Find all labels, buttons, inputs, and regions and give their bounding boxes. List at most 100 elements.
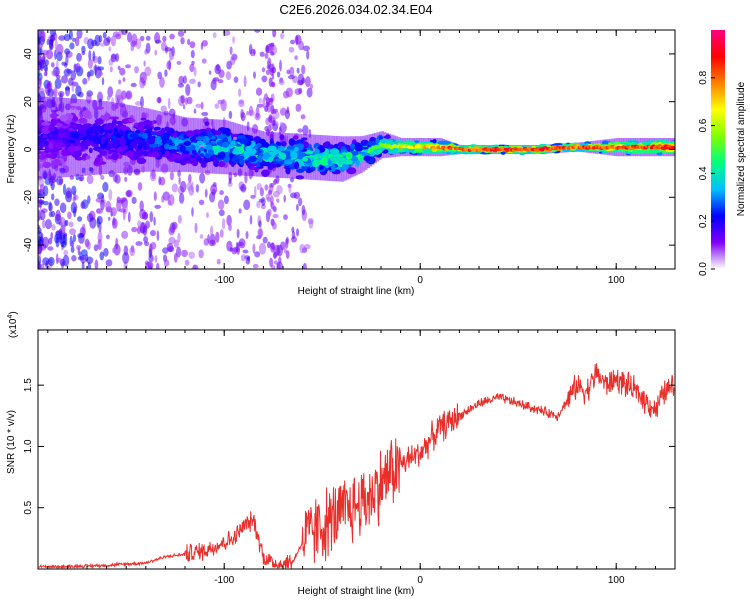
ridge-blob — [323, 144, 333, 149]
ridge-core — [491, 146, 496, 150]
noise-speckle — [65, 187, 72, 199]
snr-series-line — [38, 363, 675, 569]
noise-speckle — [267, 208, 272, 217]
noise-speckle — [219, 190, 225, 196]
spectrogram-y-tick-label: -40 — [23, 237, 34, 252]
noise-speckle — [99, 251, 105, 261]
noise-speckle — [285, 238, 289, 249]
ridge-blob — [85, 141, 92, 147]
ridge-blob — [61, 149, 69, 157]
noise-speckle — [256, 103, 264, 108]
ridge-blob — [354, 144, 364, 152]
noise-speckle — [121, 230, 129, 239]
ridge-blob — [151, 151, 159, 158]
ridge-blob — [417, 152, 423, 155]
noise-speckle — [225, 71, 232, 81]
noise-speckle — [155, 262, 160, 269]
noise-speckle — [210, 79, 217, 91]
noise-speckle — [270, 242, 275, 250]
noise-speckle — [229, 46, 233, 55]
noise-speckle — [48, 211, 53, 218]
noise-speckle — [201, 58, 207, 64]
ridge-blob — [76, 126, 84, 131]
noise-speckle — [61, 75, 68, 84]
ridge-blob — [361, 152, 371, 157]
ridge-blob — [205, 144, 213, 152]
noise-speckle — [38, 230, 41, 235]
ridge-blob — [352, 150, 359, 156]
ridge-blob — [238, 155, 245, 160]
ridge-blob — [70, 121, 75, 126]
noise-speckle — [101, 201, 106, 208]
noise-speckle — [223, 30, 231, 36]
noise-speckle — [64, 48, 70, 55]
noise-speckle — [171, 183, 178, 193]
noise-speckle — [301, 64, 306, 75]
noise-speckle — [100, 175, 105, 180]
ridge-blob — [121, 118, 129, 125]
noise-speckle — [294, 88, 302, 95]
noise-speckle — [208, 70, 212, 75]
ridge-blob — [230, 141, 236, 146]
noise-speckle — [264, 93, 268, 101]
ridge-blob — [292, 135, 299, 140]
noise-speckle — [197, 81, 201, 88]
ridge-blob — [88, 147, 93, 154]
noise-speckle — [249, 214, 253, 225]
noise-speckle — [38, 55, 43, 66]
ridge-blob — [341, 163, 349, 170]
ridge-blob — [345, 152, 353, 160]
noise-speckle — [47, 256, 55, 267]
noise-speckle — [265, 45, 270, 54]
ridge-blob — [267, 145, 277, 152]
ridge-blob — [72, 115, 79, 122]
noise-speckle — [243, 199, 251, 211]
ridge-blob — [649, 149, 663, 153]
noise-speckle — [276, 71, 281, 78]
noise-speckle — [302, 125, 309, 136]
ridge-blob — [51, 158, 61, 166]
noise-speckle — [212, 32, 217, 39]
ridge-blob — [164, 127, 171, 132]
noise-speckle — [119, 67, 126, 76]
noise-speckle — [223, 195, 229, 205]
noise-speckle — [87, 38, 94, 50]
noise-speckle — [173, 252, 178, 263]
ridge-blob — [337, 157, 347, 165]
noise-speckle — [279, 59, 282, 72]
noise-speckle — [149, 211, 154, 223]
noise-speckle — [44, 59, 49, 67]
noise-speckle — [302, 262, 307, 269]
ridge-blob — [173, 158, 183, 163]
spectrogram-y-tick-label: 40 — [23, 48, 34, 60]
noise-speckle — [184, 259, 190, 266]
noise-speckle — [248, 105, 254, 116]
noise-speckle — [96, 208, 101, 214]
noise-speckle — [125, 91, 131, 99]
ridge-blob — [319, 157, 330, 166]
noise-speckle — [298, 40, 304, 51]
noise-speckle — [190, 50, 195, 59]
ridge-blob — [129, 133, 139, 138]
noise-speckle — [69, 228, 76, 236]
noise-speckle — [215, 231, 220, 243]
ridge-blob — [212, 130, 222, 136]
ridge-blob — [148, 143, 154, 148]
ridge-blob — [140, 117, 147, 121]
noise-speckle — [140, 35, 145, 42]
noise-speckle — [131, 226, 138, 233]
noise-speckle — [118, 79, 122, 85]
noise-speckle — [177, 214, 182, 224]
noise-speckle — [55, 209, 61, 222]
noise-speckle — [75, 85, 82, 97]
noise-speckle — [266, 60, 271, 66]
noise-speckle — [306, 50, 310, 60]
noise-speckle — [75, 36, 80, 47]
ridge-blob — [135, 129, 141, 134]
noise-speckle — [116, 199, 122, 212]
noise-speckle — [240, 183, 247, 193]
ridge-blob — [182, 153, 192, 158]
noise-speckle — [180, 94, 185, 104]
noise-speckle — [38, 87, 45, 94]
ridge-core — [376, 145, 382, 149]
